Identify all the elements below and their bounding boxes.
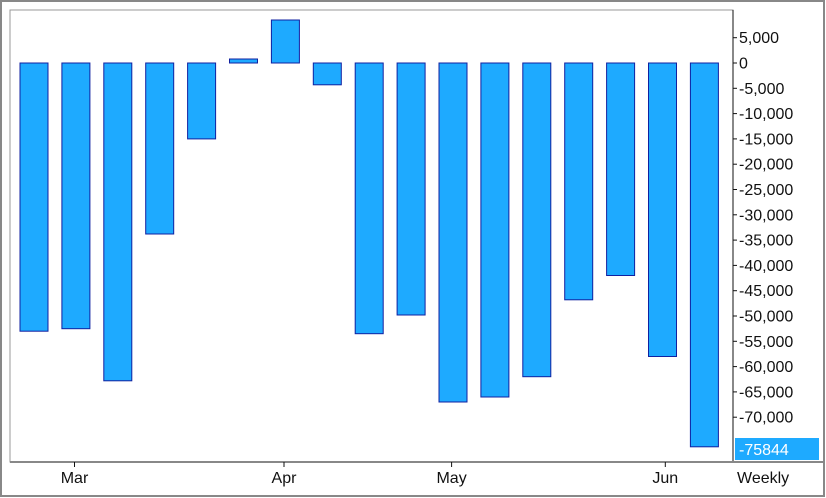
bar [187, 62, 217, 140]
y-axis-ticks: 5,000 0 -5,000 -10,000 -15,000 -20,000 -25,000… [733, 30, 793, 427]
bar [480, 62, 510, 398]
y-tick-label: -10,000 [739, 106, 793, 123]
y-tick-label: 0 [739, 56, 748, 73]
y-tick-label: -50,000 [739, 309, 793, 326]
y-tick-label: -35,000 [739, 233, 793, 250]
bar [270, 19, 300, 64]
bar [564, 62, 594, 301]
bar [145, 62, 175, 235]
x-tick-label: Apr [272, 470, 298, 487]
bar [606, 62, 636, 276]
x-tick-label: Jun [652, 470, 678, 487]
bar [61, 62, 91, 330]
bar [522, 62, 552, 378]
bar [354, 62, 384, 335]
y-tick-label: -55,000 [739, 334, 793, 351]
y-tick-label: -30,000 [739, 207, 793, 224]
y-tick-label: -70,000 [739, 410, 793, 427]
y-tick-label: -25,000 [739, 182, 793, 199]
bar [312, 62, 342, 86]
bar [19, 62, 49, 332]
y-tick-label: 5,000 [739, 30, 779, 47]
bar [103, 62, 133, 382]
y-tick-label: -5,000 [739, 81, 784, 98]
last-value-badge [735, 438, 819, 460]
y-tick-label: -20,000 [739, 157, 793, 174]
x-tick-label: May [436, 470, 466, 487]
bar [229, 58, 258, 64]
period-label: Weekly [737, 470, 789, 487]
bar [648, 62, 677, 357]
bar [396, 62, 426, 316]
bar [689, 62, 719, 448]
last-value-label: -75844 [739, 442, 789, 459]
y-tick-label: -40,000 [739, 258, 793, 275]
y-tick-label: -15,000 [739, 131, 793, 148]
y-tick-label: -45,000 [739, 283, 793, 300]
y-tick-label: -65,000 [739, 384, 793, 401]
bar-series [19, 19, 719, 448]
x-tick-label: Mar [61, 470, 89, 487]
y-tick-label: -60,000 [739, 359, 793, 376]
bar [438, 62, 468, 403]
x-axis-labels: Mar Apr May Jun [61, 462, 678, 487]
